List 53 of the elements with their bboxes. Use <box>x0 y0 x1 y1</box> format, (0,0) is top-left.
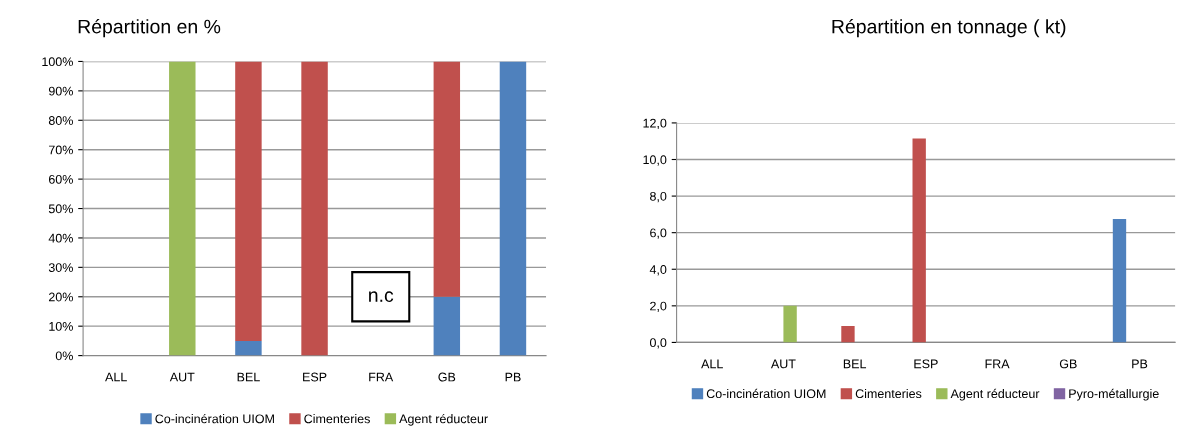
bar <box>841 325 855 343</box>
legend-label: Cimenteries <box>855 388 922 399</box>
y-tick-label: 10% <box>49 321 73 331</box>
bar <box>235 61 262 341</box>
bar <box>1112 218 1127 343</box>
bar <box>499 61 527 356</box>
y-tick-label: 70% <box>48 145 73 155</box>
y-tick-label: 60% <box>48 174 73 184</box>
bar <box>301 61 328 356</box>
y-tick-label: 6,0 <box>650 228 667 239</box>
x-tick-label: FRA <box>369 372 394 382</box>
y-tick-label: 100% <box>42 57 73 67</box>
y-tick-label: 2,0 <box>650 301 667 312</box>
x-tick-label: FRA <box>985 359 1010 369</box>
bar <box>169 61 196 356</box>
x-tick-label: ESP <box>303 372 327 382</box>
x-tick-label: ESP <box>914 359 938 369</box>
x-tick-label: PB <box>1132 359 1148 369</box>
y-tick-label: 40% <box>48 233 73 243</box>
y-tick-label: 90% <box>48 86 73 96</box>
x-tick-label: BEL <box>237 372 260 382</box>
legend-label: Agent réducteur <box>399 413 488 426</box>
x-tick-label: AUT <box>770 359 796 369</box>
y-tick-label: 0% <box>55 351 73 361</box>
x-tick-label: GB <box>1059 359 1077 369</box>
y-tick-label: 30% <box>48 263 73 272</box>
y-tick-label: 50% <box>48 204 73 214</box>
x-tick-label: PB <box>505 372 521 382</box>
x-tick-label: BEL <box>843 359 867 369</box>
y-tick-label: 10,0 <box>643 155 667 166</box>
annotation: n.c <box>369 291 394 302</box>
bar <box>433 296 461 356</box>
x-tick-label: AUT <box>169 372 195 382</box>
y-tick-label: 20% <box>48 292 73 302</box>
legend-label: Cimenteries <box>304 414 370 424</box>
bar <box>235 340 262 356</box>
y-tick-label: 4,0 <box>649 265 667 276</box>
y-tick-label: 80% <box>48 116 73 125</box>
x-tick-label: ALL <box>105 372 127 382</box>
y-tick-label: 8,0 <box>650 191 667 203</box>
y-tick-label: 0,0 <box>649 338 667 349</box>
bar <box>433 61 461 297</box>
y-tick-label: 12,0 <box>643 118 667 130</box>
chart-title: Répartition en tonnage ( kt) <box>832 18 1066 38</box>
legend-label: Co-incinération UIOM <box>706 388 826 399</box>
legend-label: Co-incinération UIOM <box>155 413 274 424</box>
x-tick-label: GB <box>438 372 456 382</box>
chart-title: Répartition en % <box>78 18 221 38</box>
x-tick-label: ALL <box>701 359 723 369</box>
bar <box>783 305 797 343</box>
legend-label: Pyro-métallurgie <box>1069 388 1159 401</box>
legend-label: Agent réducteur <box>950 388 1040 401</box>
bar <box>912 138 926 343</box>
